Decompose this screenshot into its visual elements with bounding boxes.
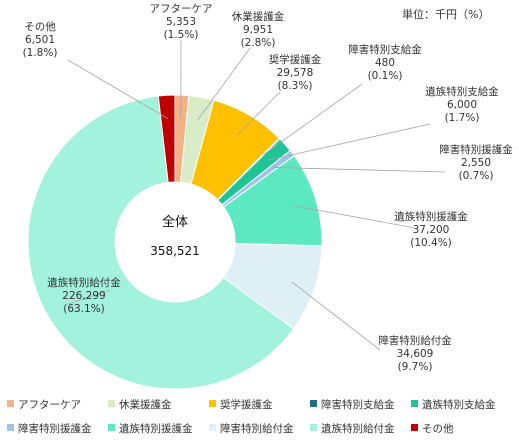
- label-pct-4: (0.1%): [368, 70, 403, 82]
- label-name-5: 遺族特別支給金: [425, 85, 499, 98]
- label-name-3: 奨学援護金: [269, 53, 322, 66]
- label-name-1: アフターケア: [150, 3, 213, 15]
- label-value-6: 2,550: [461, 157, 491, 169]
- legend-label-8: 障害特別給付金: [220, 422, 294, 435]
- legend-swatch-6: [7, 424, 14, 431]
- label-value-5: 6,000: [447, 99, 477, 111]
- legend-label-2: 休業援護金: [119, 398, 172, 411]
- label-value-4: 480: [375, 57, 395, 69]
- label-value-1: 5,353: [166, 16, 196, 28]
- legend-label-4: 障害特別支給金: [321, 398, 395, 411]
- legend-label-6: 障害特別援護金: [18, 422, 92, 435]
- legend-swatch-3: [209, 400, 216, 407]
- label-pct-1: (1.5%): [164, 29, 199, 41]
- label-value-8: 34,609: [397, 348, 434, 360]
- label-name-9: 遺族特別給付金: [47, 276, 121, 289]
- legend-label-7: 遺族特別援護金: [119, 422, 193, 435]
- label-name-7: 遺族特別援護金: [394, 210, 468, 223]
- label-pct-8: (9.7%): [398, 361, 433, 373]
- label-pct-6: (0.7%): [459, 170, 494, 182]
- legend-label-3: 奨学援護金: [220, 398, 273, 411]
- legend-swatch-1: [7, 400, 14, 407]
- label-value-7: 37,200: [413, 224, 450, 236]
- label-pct-10: (1.8%): [23, 47, 58, 59]
- label-value-9: 226,299: [62, 290, 105, 302]
- label-name-6: 障害特別援護金: [439, 143, 513, 156]
- leader-line-5: [268, 124, 430, 160]
- label-pct-7: (10.4%): [410, 237, 452, 249]
- leader-line-8: [292, 282, 380, 350]
- legend-swatch-7: [108, 424, 115, 431]
- center-label: 全体: [162, 214, 188, 230]
- legend-swatch-9: [310, 424, 317, 431]
- label-value-10: 6,501: [25, 34, 55, 46]
- legend-label-5: 遺族特別支給金: [422, 398, 496, 411]
- label-name-10: その他: [24, 20, 56, 33]
- legend-swatch-4: [310, 400, 317, 407]
- label-pct-5: (1.7%): [445, 112, 480, 124]
- legend-swatch-2: [108, 400, 115, 407]
- legend-label-1: アフターケア: [18, 399, 81, 411]
- label-name-8: 障害特別給付金: [378, 334, 452, 347]
- unit-note: 単位：千円（%）: [402, 7, 489, 21]
- legend-label-10: その他: [422, 422, 454, 435]
- label-value-3: 29,578: [277, 67, 314, 79]
- legend-swatch-8: [209, 424, 216, 431]
- label-name-4: 障害特別支給金: [348, 43, 422, 56]
- slices-group: [28, 95, 322, 389]
- legend-swatch-5: [411, 400, 418, 407]
- legend-swatch-10: [411, 424, 418, 431]
- label-value-2: 9,951: [243, 24, 273, 36]
- label-pct-9: (63.1%): [63, 303, 105, 315]
- label-pct-2: (2.8%): [241, 37, 276, 49]
- label-name-2: 休業援護金: [232, 10, 285, 23]
- legend-label-9: 遺族特別給付金: [321, 422, 395, 435]
- center-total: 358,521: [150, 244, 200, 258]
- label-pct-3: (8.3%): [278, 80, 313, 92]
